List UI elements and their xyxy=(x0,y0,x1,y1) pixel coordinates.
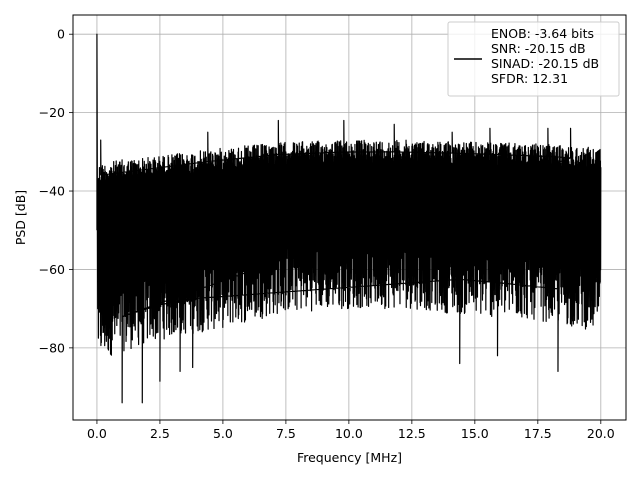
legend-label: ENOB: -3.64 bits SNR: -20.15 dB SINAD: -20… xyxy=(491,26,599,86)
x-tick-label: 12.5 xyxy=(398,426,426,441)
x-tick-label: 15.0 xyxy=(461,426,489,441)
y-axis-ticks: 0 −20 −40 −60 −80 xyxy=(39,27,73,355)
x-tick-label: 2.5 xyxy=(150,426,170,441)
x-tick-label: 20.0 xyxy=(587,426,615,441)
x-tick-label: 7.5 xyxy=(276,426,296,441)
y-tick-label: −20 xyxy=(39,105,65,120)
plot-area-frame xyxy=(72,14,627,421)
y-tick-label: −80 xyxy=(39,340,65,355)
legend-line-text: SNR: -20.15 dB xyxy=(491,41,586,56)
legend: ENOB: -3.64 bits SNR: -20.15 dB SINAD: -20… xyxy=(447,21,620,97)
x-axis-label: Frequency [MHz] xyxy=(297,450,402,465)
x-axis-ticks: 0.0 2.5 5.0 7.5 10.0 12.5 15.0 17.5 20.0 xyxy=(87,420,615,441)
x-tick-label: 5.0 xyxy=(213,426,233,441)
x-tick-label: 10.0 xyxy=(335,426,363,441)
x-tick-label: 0.0 xyxy=(87,426,107,441)
legend-box xyxy=(447,21,620,97)
y-tick-label: −40 xyxy=(39,184,65,199)
x-tick-label: 17.5 xyxy=(524,426,552,441)
legend-line-text: ENOB: -3.64 bits xyxy=(491,26,594,41)
legend-line-text: SINAD: -20.15 dB xyxy=(491,56,599,71)
psd-trace-line xyxy=(96,33,602,404)
legend-line-text: SFDR: 12.31 xyxy=(491,71,568,86)
y-tick-label: −60 xyxy=(39,262,65,277)
psd-series xyxy=(96,33,602,404)
y-axis-label: PSD [dB] xyxy=(13,190,28,245)
y-tick-label: 0 xyxy=(57,27,65,42)
